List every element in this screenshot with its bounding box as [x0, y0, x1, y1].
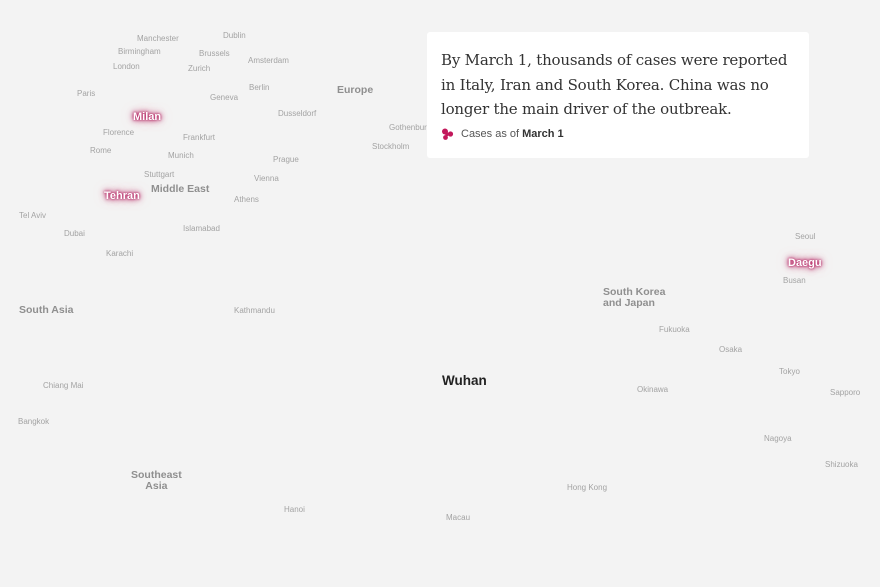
city-label: Hong Kong [567, 483, 608, 492]
annotation-text: By March 1, thousands of cases were repo… [441, 51, 788, 118]
region-label-europe: Europe [337, 84, 374, 96]
city-label: Munich [168, 151, 194, 160]
city-label: Zurich [188, 64, 211, 73]
city-label: Florence [103, 128, 135, 137]
city-label: Osaka [719, 345, 743, 354]
city-label: Tel Aviv [19, 211, 46, 220]
legend-date: March 1 [522, 128, 564, 140]
city-label: Dusseldorf [278, 109, 317, 118]
city-label: Karachi [106, 249, 134, 258]
city-label: Geneva [210, 93, 239, 102]
city-label: Stockholm [372, 142, 410, 151]
city-label: Manchester [137, 34, 179, 43]
city-label: Amsterdam [248, 56, 289, 65]
city-label: Vienna [254, 174, 279, 183]
city-label: Busan [783, 276, 806, 285]
city-label: Islamabad [183, 224, 220, 233]
hotspot-label-tehran: Tehran [104, 190, 140, 202]
region-label-southeast-asia: Southeast Asia [131, 469, 182, 492]
city-label: Rome [90, 146, 112, 155]
city-label: Dubai [64, 229, 85, 238]
annotation-card: By March 1, thousands of cases were repo… [427, 32, 809, 158]
region-label-south-asia: South Asia [19, 304, 74, 316]
city-label: Chiang Mai [43, 381, 84, 390]
city-label: Berlin [249, 83, 270, 92]
hotspot-label-milan: Milan [133, 111, 162, 123]
city-label: Seoul [795, 232, 816, 241]
city-label: Nagoya [764, 434, 792, 443]
city-label: Okinawa [637, 385, 669, 394]
city-label: Paris [77, 89, 96, 98]
legend-prefix: Cases as of [461, 128, 520, 140]
hotspot-label-daegu: Daegu [788, 257, 822, 269]
city-label: Shizuoka [825, 460, 858, 469]
city-label: Sapporo [830, 388, 861, 397]
city-label: Hanoi [284, 505, 305, 514]
epicenter-label-wuhan: Wuhan [442, 373, 487, 388]
city-label: Gothenburg [389, 123, 432, 132]
region-label-south-korea-japan: South Korea and Japan [603, 286, 666, 309]
city-label: Dublin [223, 31, 246, 40]
city-label: Tokyo [779, 367, 800, 376]
region-label-middle-east: Middle East [151, 183, 210, 195]
city-label: Bangkok [18, 417, 50, 426]
city-label: Stuttgart [144, 170, 175, 179]
legend: Cases as of March 1 [441, 128, 795, 141]
city-label: London [113, 62, 140, 71]
city-label: Kathmandu [234, 306, 275, 315]
city-label: Athens [234, 195, 259, 204]
city-label: Prague [273, 155, 299, 164]
virus-cluster-icon [442, 128, 454, 140]
city-label: Fukuoka [659, 325, 690, 334]
city-label: Macau [446, 513, 471, 522]
city-label: Brussels [199, 49, 230, 58]
city-label: Birmingham [118, 47, 161, 56]
city-label: Frankfurt [183, 133, 216, 142]
